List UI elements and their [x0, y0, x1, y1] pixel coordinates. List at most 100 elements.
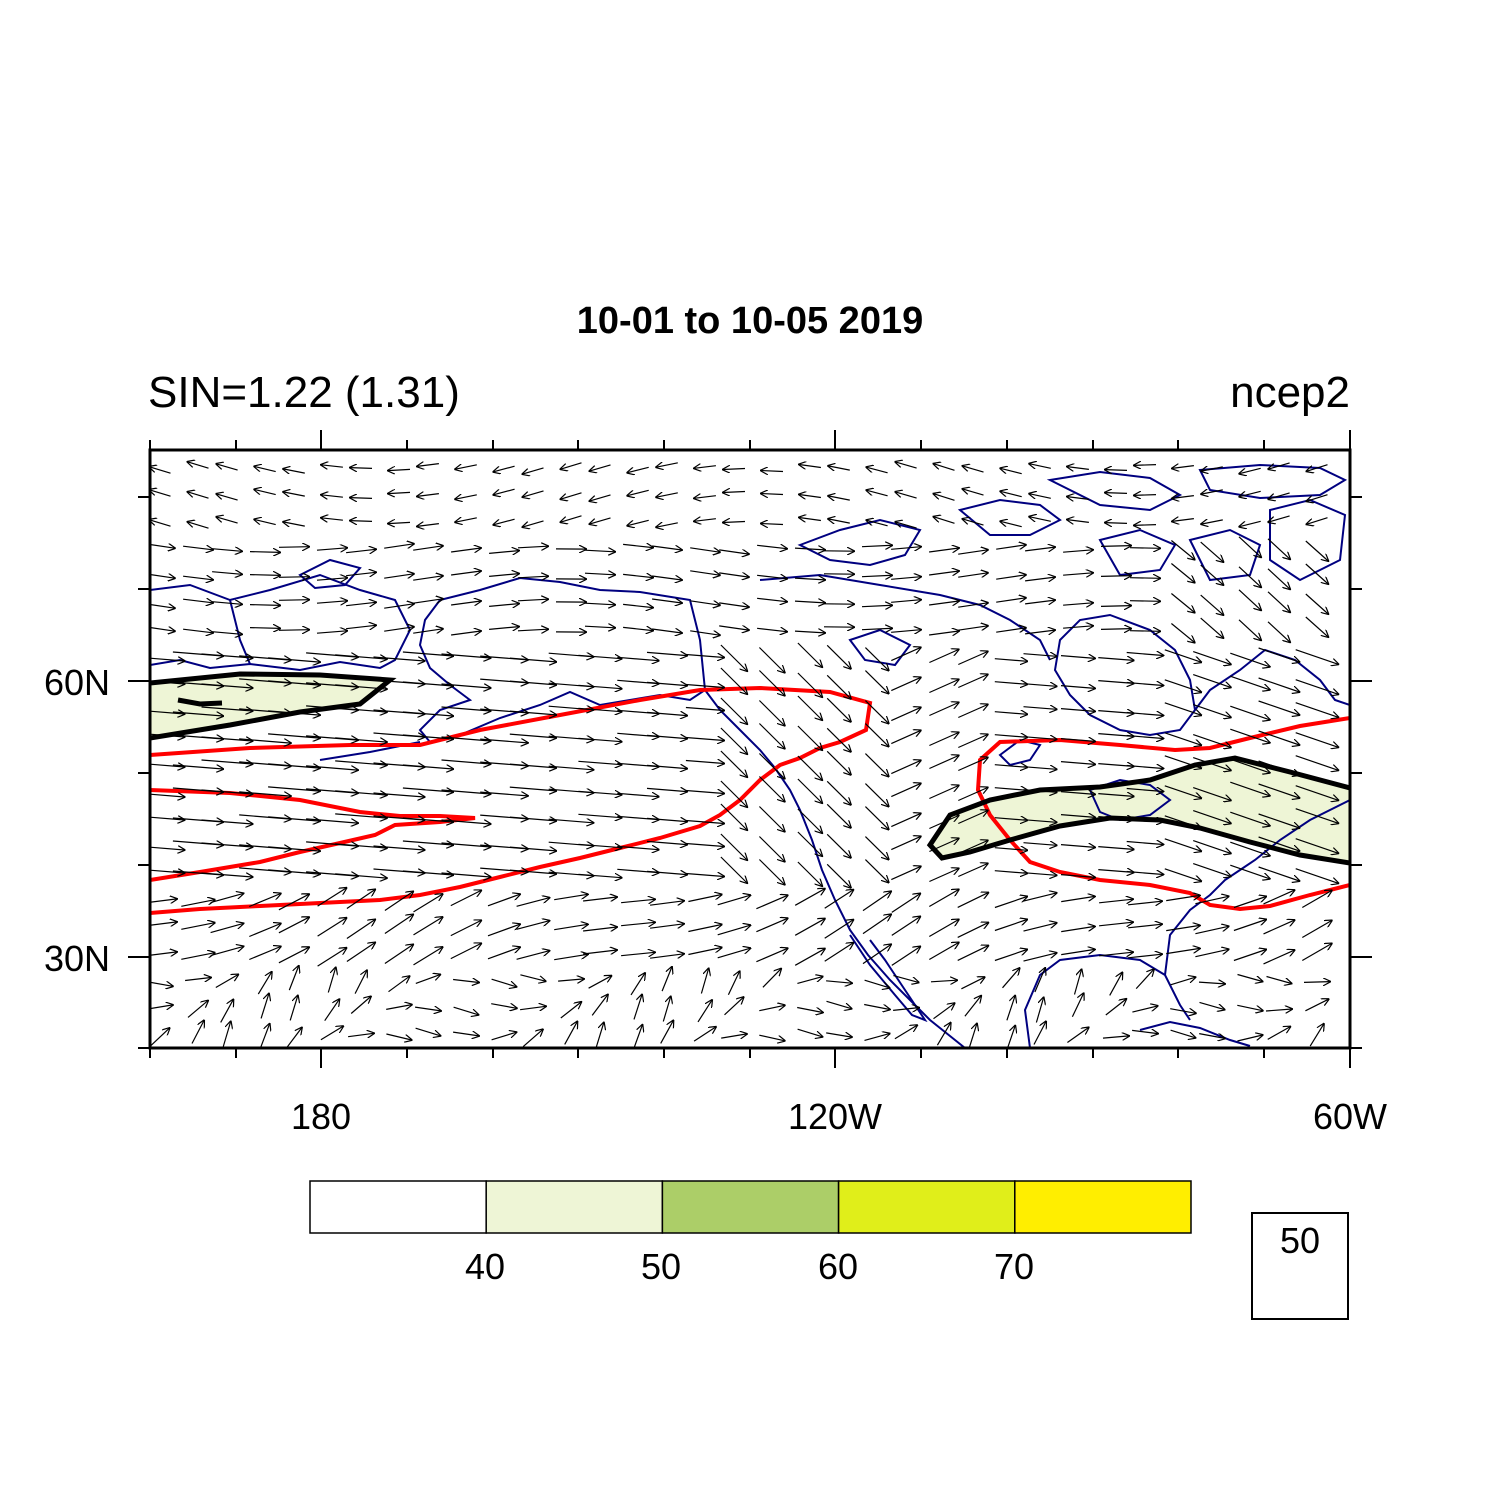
- wind-vector-679: [630, 973, 645, 996]
- wind-vector-144: [278, 577, 309, 578]
- wind-vector-288: [402, 681, 453, 686]
- wind-vector-424: [268, 786, 320, 791]
- wind-vector-687: [893, 975, 918, 983]
- wind-vector-743: [415, 1027, 441, 1036]
- wind-vector-487: [1230, 811, 1269, 826]
- wind-vector-578: [756, 895, 787, 910]
- wind-vector-461: [335, 813, 387, 818]
- wind-vector-628: [1263, 920, 1295, 935]
- wind-vector-341: [1023, 707, 1057, 710]
- wind-vector-652: [891, 947, 920, 966]
- wind-vector-715: [662, 997, 670, 1022]
- wind-vector-656: [1023, 953, 1057, 962]
- wind-vector-134: [1129, 548, 1160, 549]
- wind-vector-496: [335, 843, 387, 848]
- wind-vector-58: [934, 494, 955, 501]
- wind-vector-84: [627, 519, 649, 525]
- wind-vector-699: [1303, 982, 1330, 983]
- wind-vector-90: [828, 519, 850, 523]
- wind-vector-431: [509, 787, 556, 791]
- wind-vector-494: [268, 846, 320, 851]
- wind-vector-99: [1134, 525, 1157, 526]
- wind-vector-278: [1258, 647, 1300, 662]
- wind-vector-389: [268, 763, 320, 768]
- wind-vector-566: [346, 890, 375, 909]
- wind-vector-346: [1193, 704, 1231, 718]
- wind-vector-376: [1023, 737, 1057, 740]
- wind-vector-61: [1029, 494, 1051, 499]
- wind-vector-654: [957, 946, 989, 961]
- wind-vector-443: [929, 786, 958, 800]
- wind-vector-209: [1305, 593, 1328, 614]
- wind-vector-754: [797, 1028, 823, 1037]
- wind-vector-681: [700, 969, 708, 994]
- shaded-region-atlantic: [930, 758, 1350, 863]
- wind-vector-605: [487, 924, 520, 937]
- wind-vector-133: [1100, 546, 1131, 547]
- wind-vector-480: [994, 818, 1027, 821]
- wind-vector-50: [656, 493, 678, 497]
- wind-vector-675: [491, 978, 517, 987]
- wind-vector-386: [172, 764, 223, 769]
- wind-vector-490: [150, 846, 185, 850]
- wind-vector-108: [249, 552, 280, 553]
- wind-vector-488: [1258, 813, 1300, 828]
- wind-vector-476: [864, 806, 888, 830]
- wind-vector-276: [1193, 651, 1231, 665]
- wind-vector-706: [350, 997, 371, 1014]
- wind-vector-544: [797, 861, 822, 886]
- wind-vector-595: [150, 922, 177, 926]
- wind-vector-267: [891, 647, 920, 662]
- wind-vector-86: [694, 519, 716, 522]
- wind-vector-252: [373, 656, 425, 661]
- wind-vector-107: [212, 549, 242, 552]
- wind-vector-570: [487, 894, 520, 907]
- wind-vector-185: [489, 604, 519, 607]
- wind-vector-141: [183, 576, 213, 580]
- wind-vector-221: [517, 629, 548, 631]
- wind-vector-71: [188, 522, 209, 529]
- wind-vector-450: [1164, 785, 1201, 798]
- wind-vector-1: [188, 462, 209, 469]
- wind-vector-27: [1067, 467, 1089, 470]
- wind-vector-3: [254, 466, 276, 473]
- wind-vector-166: [1025, 577, 1055, 581]
- wind-vector-379: [1126, 736, 1164, 739]
- colorbar-label-50: 50: [640, 1246, 682, 1287]
- wind-vector-416: [1193, 757, 1231, 771]
- wind-vector-179: [278, 600, 309, 601]
- wind-vector-475: [826, 803, 851, 827]
- wind-vector-565: [317, 888, 347, 907]
- wind-vector-702: [220, 1000, 234, 1023]
- wind-vector-503: [578, 844, 621, 847]
- wind-vector-189: [623, 604, 653, 607]
- wind-vector-43: [417, 494, 439, 497]
- wind-vector-720: [826, 1000, 852, 1008]
- wind-vector-504: [617, 846, 658, 849]
- wind-vector-588: [1099, 899, 1133, 903]
- wind-vector-377: [1060, 739, 1095, 742]
- wind-vector-19: [799, 465, 821, 468]
- reference-vector-label: 50: [1279, 1220, 1321, 1261]
- wind-vector-24: [963, 466, 984, 473]
- wind-vector-356: [335, 737, 387, 742]
- wind-vector-414: [1126, 766, 1164, 769]
- wind-vector-174: [1305, 563, 1328, 584]
- wind-vector-219: [451, 631, 481, 635]
- wind-vector-321: [335, 707, 387, 712]
- wind-vector-645: [650, 954, 684, 959]
- wind-vector-598: [249, 924, 280, 938]
- wind-vector-733: [1265, 1009, 1292, 1011]
- wind-vector-677: [558, 979, 584, 981]
- wind-vector-765: [1170, 1029, 1196, 1038]
- wind-vector-116: [517, 546, 548, 548]
- wind-vector-735: [150, 1028, 170, 1047]
- wind-vector-567: [384, 892, 413, 911]
- wind-vector-126: [861, 545, 892, 546]
- wind-vector-353: [239, 738, 291, 743]
- wind-vector-608: [583, 927, 617, 931]
- wind-vector-305: [994, 682, 1027, 685]
- wind-vector-457: [201, 819, 253, 824]
- wind-vector-265: [826, 644, 851, 668]
- wind-vector-213: [249, 628, 280, 629]
